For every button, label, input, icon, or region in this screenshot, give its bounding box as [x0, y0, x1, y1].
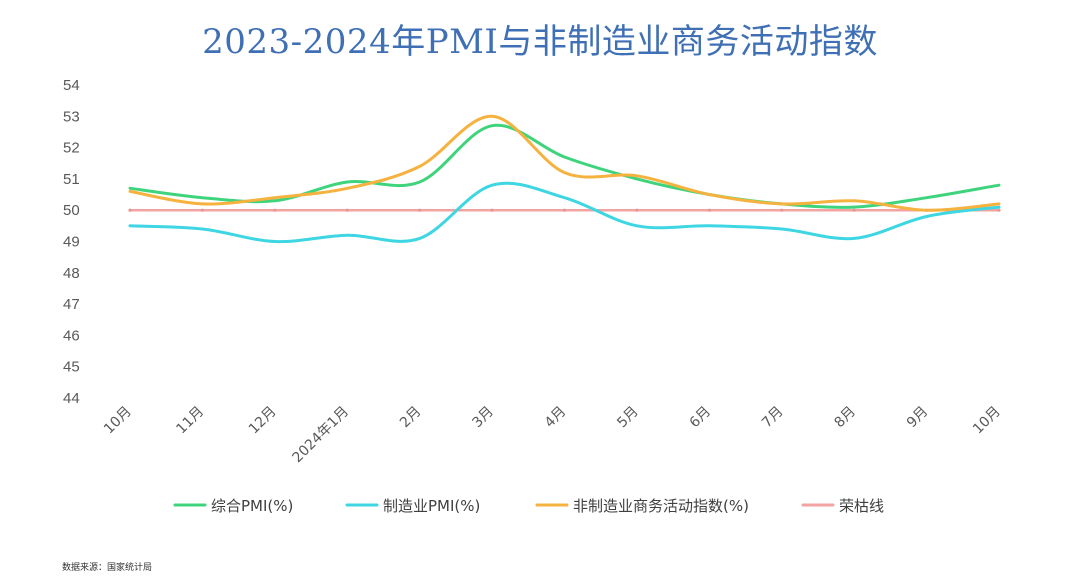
y-tick-label: 47 [63, 296, 80, 313]
x-axis: 10月 11月 12月 2024年1月 2月 3月 4月 5月 6月 7月 8月 9月 10月 [101, 404, 1004, 467]
y-tick-label: 52 [63, 140, 80, 157]
baseline-point [345, 208, 349, 212]
series-line-1 [128, 181, 1001, 244]
series-line-0 [128, 123, 1001, 209]
baseline-point [128, 208, 132, 212]
x-tick-label: 11月 [173, 404, 207, 438]
baseline-point [780, 208, 784, 212]
x-tick-label: 10月 [970, 404, 1004, 438]
x-tick-label: 6月 [687, 404, 715, 432]
y-tick-label: 48 [63, 265, 80, 282]
legend-label-0: 综合PMI(%) [211, 497, 293, 515]
baseline-point [852, 208, 856, 212]
x-tick-label: 8月 [831, 404, 859, 432]
y-tick-label: 53 [63, 108, 80, 125]
baseline-point [997, 208, 1001, 212]
chart-title: 2023-2024年PMI与非制造业商务活动指数 [202, 22, 878, 62]
legend-label-3: 荣枯线 [839, 497, 884, 515]
baseline-point [273, 208, 277, 212]
x-tick-label: 2024年1月 [289, 404, 352, 467]
baseline-point [418, 208, 422, 212]
y-tick-label: 44 [63, 390, 80, 407]
baseline-point [200, 208, 205, 212]
x-tick-label: 9月 [904, 404, 932, 432]
baseline-point [490, 208, 494, 212]
x-tick-label: 10月 [101, 404, 135, 438]
baseline-point [562, 208, 567, 212]
x-tick-label: 12月 [246, 404, 280, 438]
series-line-2 [128, 114, 1001, 212]
x-tick-label: 5月 [614, 404, 642, 432]
x-tick-label: 3月 [469, 404, 497, 432]
x-tick-label: 2月 [397, 404, 425, 432]
y-tick-label: 50 [63, 202, 80, 219]
series-lines [128, 114, 1001, 244]
x-tick-label: 4月 [542, 404, 570, 432]
y-tick-label: 46 [63, 327, 80, 344]
legend-label-1: 制造业PMI(%) [383, 497, 480, 515]
legend-label-2: 非制造业商务活动指数(%) [573, 497, 749, 515]
x-tick-label: 7月 [759, 404, 787, 432]
baseline-point [707, 208, 711, 212]
y-tick-label: 54 [63, 77, 80, 94]
y-axis: 44 45 46 47 48 49 50 51 52 53 54 [63, 77, 80, 407]
y-tick-label: 51 [63, 171, 80, 188]
y-tick-label: 49 [63, 234, 80, 251]
baseline-point [635, 208, 639, 212]
legend: 综合PMI(%) 制造业PMI(%) 非制造业商务活动指数(%) 荣枯线 [173, 497, 884, 515]
y-tick-label: 45 [63, 359, 80, 376]
source-note: 数据来源：国家统计局 [62, 563, 153, 573]
